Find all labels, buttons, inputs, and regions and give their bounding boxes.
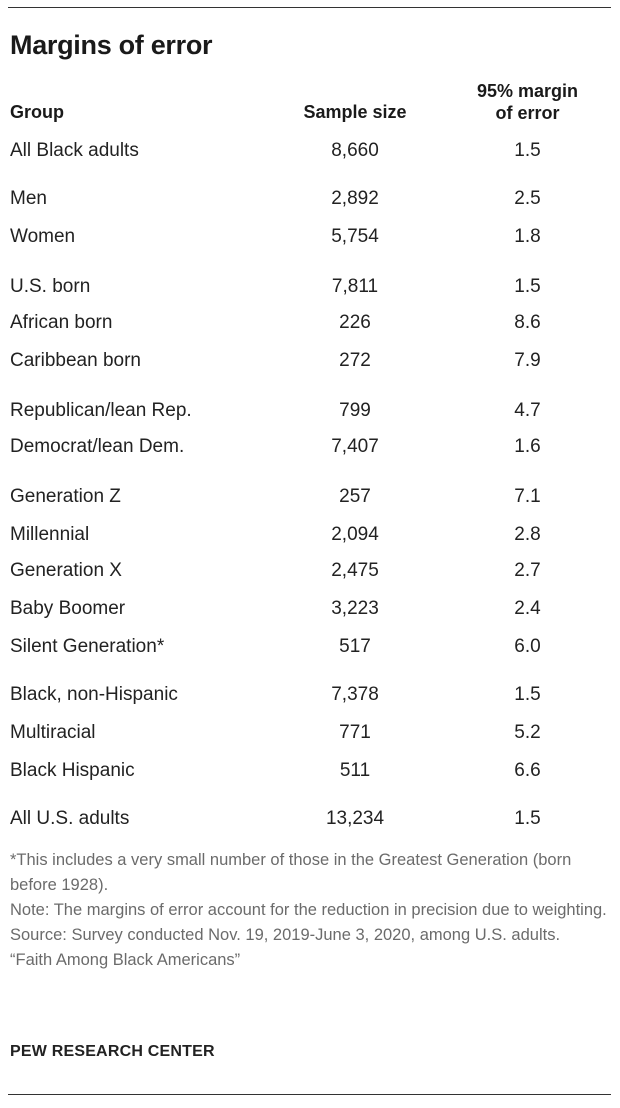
cell-sample-size: 799: [339, 400, 371, 421]
cell-group: Black Hispanic: [10, 760, 135, 781]
cell-group: Generation Z: [10, 486, 121, 507]
table-row: Baby Boomer 3,223 2.4: [0, 598, 620, 624]
cell-group: Black, non-Hispanic: [10, 684, 178, 705]
notes-block: *This includes a very small number of th…: [10, 848, 610, 973]
cell-sample-size: 7,378: [331, 684, 379, 705]
table-row: Democrat/lean Dem. 7,407 1.6: [0, 436, 620, 462]
table-row: Silent Generation* 517 6.0: [0, 636, 620, 662]
cell-sample-size: 8,660: [331, 140, 379, 161]
cell-sample-size: 226: [339, 312, 371, 333]
cell-group: Women: [10, 226, 76, 247]
brand-label: PEW RESEARCH CENTER: [10, 1043, 215, 1060]
cell-group: Silent Generation*: [10, 636, 165, 657]
cell-margin-of-error: 4.7: [514, 400, 541, 421]
cell-margin-of-error: 5.2: [514, 722, 541, 743]
table-row: U.S. born 7,811 1.5: [0, 276, 620, 302]
cell-group: U.S. born: [10, 276, 91, 297]
table-row: Multiracial 771 5.2: [0, 722, 620, 748]
cell-margin-of-error: 6.0: [514, 636, 541, 657]
table-row: Caribbean born 272 7.9: [0, 350, 620, 376]
table-row: Generation Z 257 7.1: [0, 486, 620, 512]
cell-margin-of-error: 2.5: [514, 188, 541, 209]
cell-group: Men: [10, 188, 47, 209]
table-row: Black, non-Hispanic 7,378 1.5: [0, 684, 620, 710]
cell-group: Millennial: [10, 524, 90, 545]
cell-sample-size: 2,475: [331, 560, 379, 581]
cell-margin-of-error: 1.5: [514, 276, 541, 297]
header-group: Group: [10, 102, 64, 122]
footnote-text: *This includes a very small number of th…: [10, 851, 572, 894]
header-moe-line1: 95% margin: [476, 81, 579, 101]
cell-sample-size: 272: [339, 350, 371, 371]
header-margin-of-error: 95% margin of error: [440, 80, 615, 124]
table-row: All Black adults 8,660 1.5: [0, 140, 620, 166]
header-moe-line2: of error: [495, 103, 560, 123]
cell-margin-of-error: 7.9: [514, 350, 541, 371]
table-title: Margins of error: [10, 30, 213, 60]
cell-margin-of-error: 2.4: [514, 598, 541, 619]
cell-sample-size: 13,234: [325, 808, 385, 829]
cell-margin-of-error: 1.5: [514, 140, 541, 161]
table-row: Republican/lean Rep. 799 4.7: [0, 400, 620, 426]
cell-sample-size: 3,223: [331, 598, 379, 619]
cell-sample-size: 2,094: [331, 524, 379, 545]
cell-sample-size: 7,811: [331, 276, 379, 297]
cell-margin-of-error: 2.7: [514, 560, 541, 581]
cell-sample-size: 257: [339, 486, 371, 507]
cell-group: Democrat/lean Dem.: [10, 436, 185, 457]
table-row: Women 5,754 1.8: [0, 226, 620, 252]
report-title-text: “Faith Among Black Americans”: [10, 951, 241, 969]
cell-group: Generation X: [10, 560, 122, 581]
bottom-rule: [8, 1094, 611, 1095]
cell-margin-of-error: 7.1: [514, 486, 541, 507]
cell-sample-size: 2,892: [331, 188, 379, 209]
cell-margin-of-error: 1.6: [514, 436, 541, 457]
cell-group: Republican/lean Rep.: [10, 400, 192, 421]
cell-group: Baby Boomer: [10, 598, 126, 619]
table-row: Men 2,892 2.5: [0, 188, 620, 214]
cell-sample-size: 517: [339, 636, 371, 657]
cell-group: All Black adults: [10, 140, 139, 161]
cell-margin-of-error: 2.8: [514, 524, 541, 545]
cell-group: All U.S. adults: [10, 808, 130, 829]
cell-sample-size: 7,407: [331, 436, 379, 457]
cell-group: African born: [10, 312, 113, 333]
note-text: Note: The margins of error account for t…: [10, 901, 607, 919]
table-row: Millennial 2,094 2.8: [0, 524, 620, 550]
cell-margin-of-error: 1.5: [514, 684, 541, 705]
table-row: Black Hispanic 511 6.6: [0, 760, 620, 786]
cell-sample-size: 771: [339, 722, 371, 743]
cell-margin-of-error: 1.8: [514, 226, 541, 247]
cell-group: Multiracial: [10, 722, 96, 743]
cell-margin-of-error: 8.6: [514, 312, 541, 333]
source-text: Source: Survey conducted Nov. 19, 2019-J…: [10, 926, 561, 944]
cell-group: Caribbean born: [10, 350, 141, 371]
cell-sample-size: 511: [339, 760, 371, 781]
table-row: Generation X 2,475 2.7: [0, 560, 620, 586]
table-row: African born 226 8.6: [0, 312, 620, 338]
header-sample-size: Sample size: [303, 102, 407, 122]
cell-sample-size: 5,754: [331, 226, 379, 247]
table-row: All U.S. adults 13,234 1.5: [0, 808, 620, 834]
cell-margin-of-error: 6.6: [514, 760, 541, 781]
cell-margin-of-error: 1.5: [514, 808, 541, 829]
top-rule: [8, 7, 611, 8]
